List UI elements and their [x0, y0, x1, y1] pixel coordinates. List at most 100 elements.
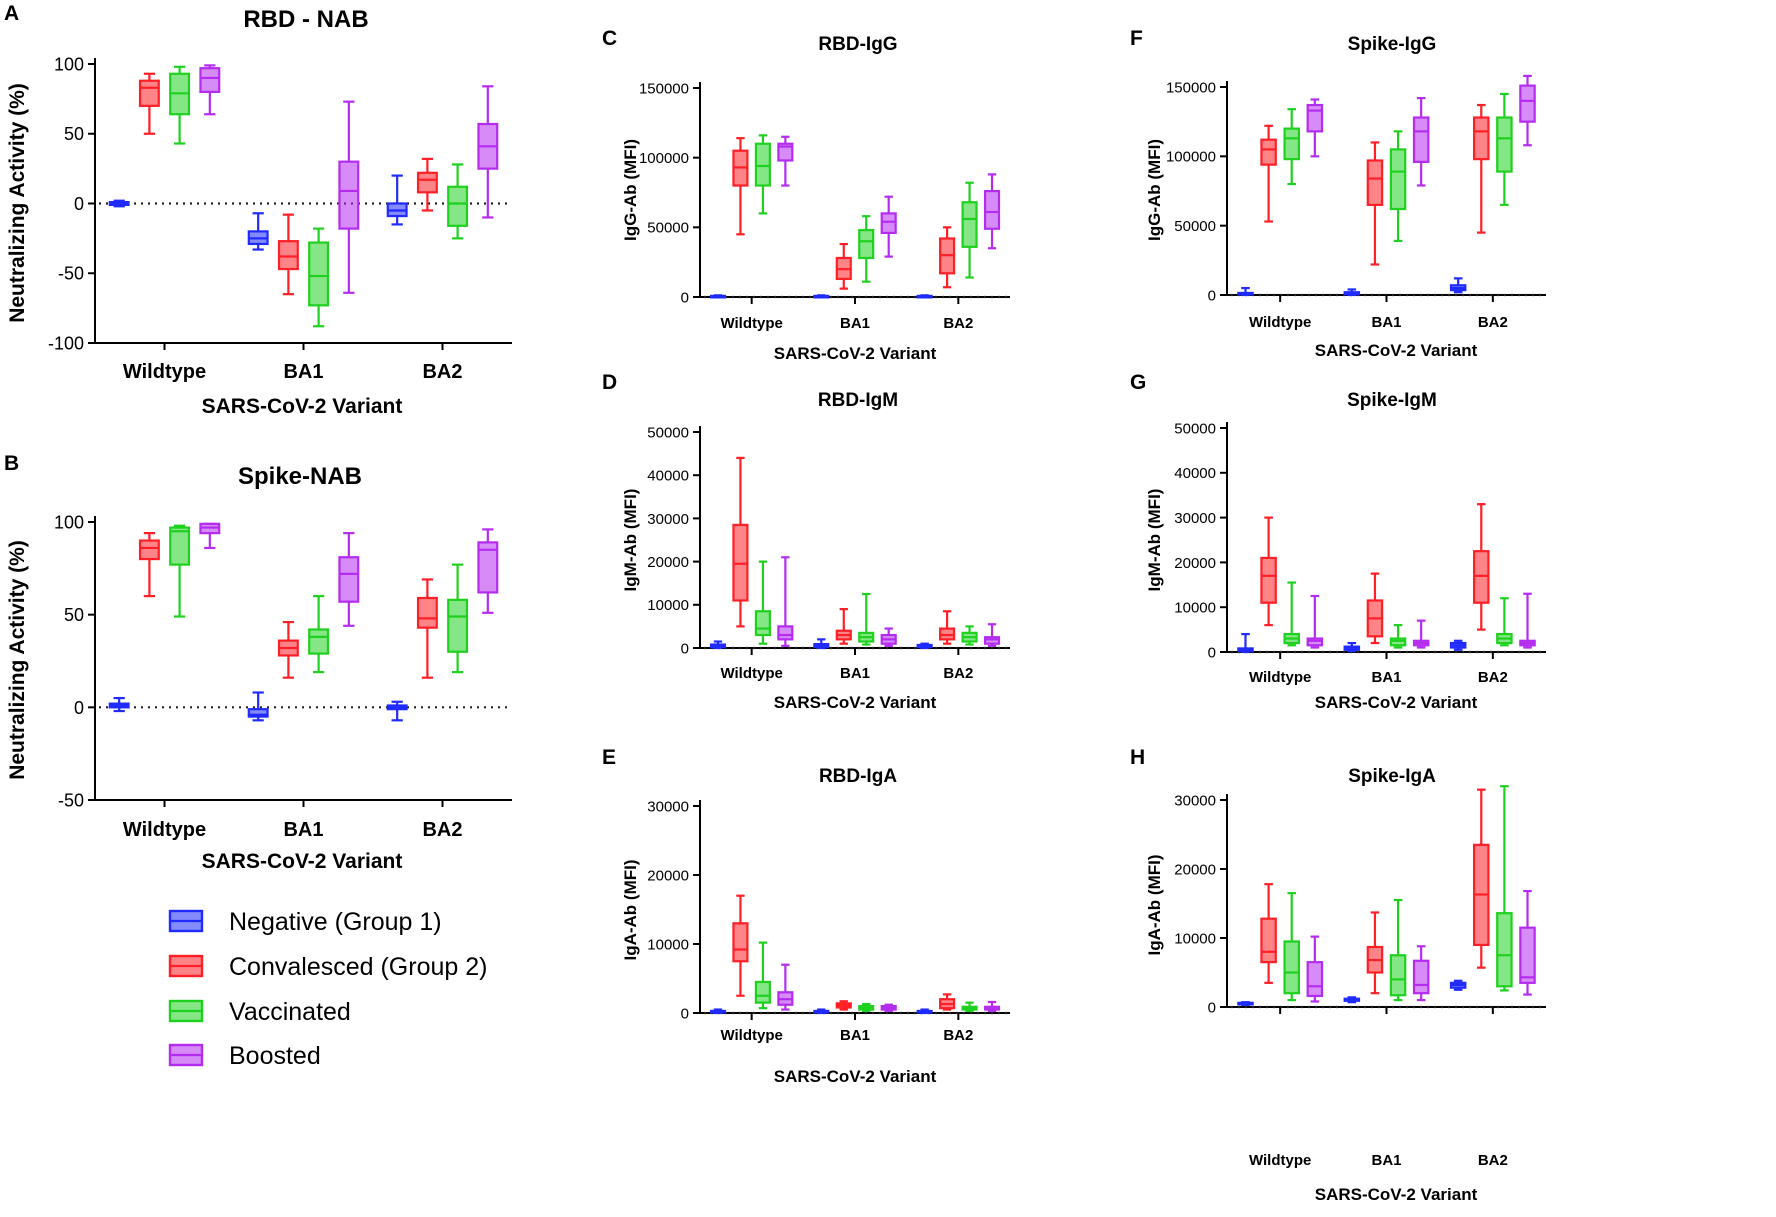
chart-title: RBD-IgG [818, 34, 897, 55]
box-iqr [199, 67, 221, 93]
box-vaccinated-wildtype [1283, 108, 1300, 186]
y-axis-title: IgA-Ab (MFI) [1145, 854, 1164, 955]
panel-label: E [602, 746, 616, 769]
box-convalesced-ba2 [416, 157, 438, 212]
box-boosted-ba1 [1412, 945, 1430, 1002]
box-negative-ba2 [916, 642, 933, 650]
panel-E: E RBD-IgA 0 10000 20000 30000 Wildtype BA1 BA2 SA… [602, 746, 1010, 1086]
box-iqr [338, 160, 360, 230]
box-convalesced-ba1 [277, 620, 299, 679]
box-boosted-ba2 [983, 623, 1001, 647]
box-negative-wildtype [1237, 286, 1254, 297]
box-convalesced-ba1 [277, 213, 299, 296]
box-boosted-ba1 [880, 195, 897, 258]
box-boosted-wildtype [1306, 935, 1324, 1003]
box-boosted-wildtype [777, 963, 794, 1011]
y-tick-label: 10000 [1174, 930, 1216, 947]
x-tick-label: BA1 [840, 315, 870, 332]
box-iqr [416, 596, 438, 629]
box-boosted-ba2 [477, 528, 499, 614]
box-iqr [1389, 637, 1407, 647]
x-axis-title: SARS-CoV-2 Variant [202, 395, 403, 418]
box-boosted-ba2 [1519, 74, 1536, 147]
y-tick-label: 30000 [1174, 510, 1216, 527]
box-iqr [1496, 116, 1513, 173]
box-iqr [1519, 926, 1536, 984]
y-tick-label: 0 [1208, 287, 1216, 304]
y-tick-label: 30000 [1174, 792, 1216, 809]
y-tick-label: 0 [74, 194, 84, 214]
box-boosted-ba2 [983, 1000, 1001, 1013]
box-convalesced-wildtype [732, 894, 749, 997]
box-iqr [1389, 148, 1407, 211]
box-iqr [1283, 940, 1300, 995]
y-axis-title: IgM-Ab (MFI) [621, 489, 640, 592]
x-axis-title: SARS-CoV-2 Variant [774, 693, 937, 712]
box-boosted-ba1 [880, 1003, 897, 1013]
y-tick-label: 50000 [647, 220, 689, 237]
y-axis-title: IgM-Ab (MFI) [1145, 489, 1164, 592]
panel-G: G Spike-IgM 0 10000 20000 30000 40000 50000 Wild… [1130, 371, 1546, 712]
box-negative-ba1 [813, 294, 830, 299]
box-vaccinated-ba2 [961, 1001, 978, 1013]
box-negative-ba1 [1343, 288, 1361, 297]
box-negative-wildtype [709, 640, 727, 650]
legend-label: Convalesced (Group 2) [229, 953, 487, 981]
legend-label: Negative (Group 1) [229, 908, 442, 936]
box-iqr [138, 539, 160, 561]
x-axis-title: SARS-CoV-2 Variant [1315, 693, 1478, 712]
y-tick-label: 40000 [647, 468, 689, 485]
box-iqr [247, 708, 269, 718]
x-tick-label: BA1 [840, 1027, 870, 1044]
box-negative-ba1 [1343, 996, 1361, 1004]
box-iqr [169, 526, 191, 566]
box-convalesced-ba2 [1473, 788, 1490, 969]
box-negative-ba1 [247, 691, 269, 722]
legend-item: Convalesced (Group 2) [168, 953, 487, 981]
box-iqr [1412, 116, 1430, 163]
x-tick-label: BA1 [1371, 314, 1401, 331]
y-tick-label: 100000 [1166, 149, 1216, 166]
box-iqr [277, 240, 299, 271]
y-tick-label: 50000 [1174, 218, 1216, 235]
y-tick-label: 10000 [647, 936, 689, 953]
y-tick-label: -50 [58, 790, 84, 810]
box-boosted-wildtype [1306, 594, 1324, 649]
box-vaccinated-ba1 [308, 227, 330, 328]
box-negative-wildtype [1237, 632, 1254, 654]
box-iqr [1389, 954, 1407, 997]
box-convalesced-wildtype [732, 137, 749, 236]
box-vaccinated-wildtype [169, 524, 191, 618]
box-boosted-wildtype [1306, 98, 1324, 158]
legend-item: Vaccinated [168, 998, 351, 1026]
y-tick-label: 0 [681, 289, 689, 306]
y-tick-label: 20000 [647, 867, 689, 884]
x-axis-title: SARS-CoV-2 Variant [774, 1067, 937, 1086]
box-iqr [1473, 116, 1490, 161]
box-iqr [961, 201, 978, 248]
box-iqr [1496, 912, 1513, 988]
box-iqr [777, 625, 794, 641]
box-vaccinated-ba2 [447, 563, 469, 674]
panel-label: A [4, 2, 19, 25]
box-vaccinated-wildtype [754, 560, 771, 645]
box-convalesced-wildtype [138, 72, 160, 135]
chart-title: RBD-IgM [818, 390, 898, 411]
y-tick-label: 10000 [647, 597, 689, 614]
y-tick-label: -50 [58, 264, 84, 284]
legend-label: Boosted [229, 1042, 321, 1070]
box-iqr [447, 598, 469, 653]
panel-label: F [1130, 27, 1143, 50]
y-tick-label: 30000 [647, 798, 689, 815]
box-negative-ba2 [1449, 639, 1467, 651]
box-iqr [308, 628, 330, 655]
chart-title: Spike-NAB [238, 463, 362, 490]
y-tick-label: 0 [74, 698, 84, 718]
chart-title: RBD-IgA [819, 766, 897, 787]
chart-title: RBD - NAB [243, 6, 368, 33]
box-convalesced-ba2 [939, 993, 956, 1011]
x-tick-label: BA2 [943, 665, 973, 682]
box-iqr [1306, 637, 1324, 647]
y-tick-label: 20000 [647, 554, 689, 571]
y-tick-label: 40000 [1174, 465, 1216, 482]
